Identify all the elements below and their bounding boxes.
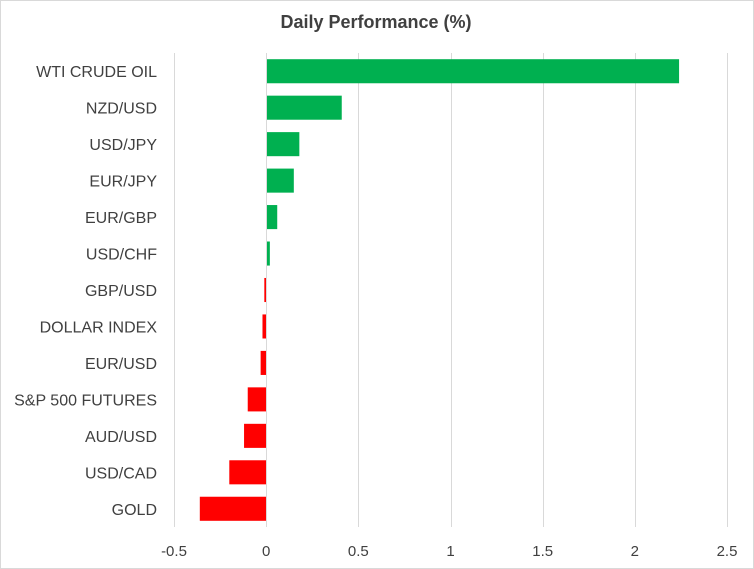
category-label: USD/CAD xyxy=(85,465,157,482)
x-tick-label: -0.5 xyxy=(161,543,187,560)
category-label: USD/JPY xyxy=(89,137,157,154)
category-label: WTI CRUDE OIL xyxy=(36,64,157,81)
x-tick-label: 0 xyxy=(262,543,270,560)
bar xyxy=(266,132,300,157)
category-label: AUD/USD xyxy=(85,429,157,446)
bar xyxy=(266,168,294,193)
category-label: EUR/JPY xyxy=(89,174,157,191)
category-label: EUR/USD xyxy=(85,356,157,373)
category-label: DOLLAR INDEX xyxy=(40,319,158,336)
category-label: USD/CHF xyxy=(86,247,157,264)
chart-title: Daily Performance (%) xyxy=(280,12,472,32)
bar xyxy=(264,277,267,303)
bar xyxy=(244,423,267,448)
bar xyxy=(266,59,680,84)
x-tick-label: 1 xyxy=(446,543,454,560)
bar xyxy=(266,241,270,266)
x-tick-label: 0.5 xyxy=(348,543,369,560)
bar xyxy=(229,460,267,485)
bar xyxy=(247,387,267,412)
category-label: GOLD xyxy=(112,502,157,519)
category-label: GBP/USD xyxy=(85,283,157,300)
category-label: EUR/GBP xyxy=(85,210,157,227)
x-tick-label: 1.5 xyxy=(532,543,553,560)
bar xyxy=(199,496,267,521)
bar xyxy=(260,350,267,375)
x-tick-label: 2 xyxy=(631,543,639,560)
category-label: NZD/USD xyxy=(86,101,157,118)
category-label: S&P 500 FUTURES xyxy=(14,392,157,409)
bar xyxy=(266,205,278,230)
bar xyxy=(262,314,267,339)
bar xyxy=(266,95,342,120)
x-tick-label: 2.5 xyxy=(717,543,738,560)
